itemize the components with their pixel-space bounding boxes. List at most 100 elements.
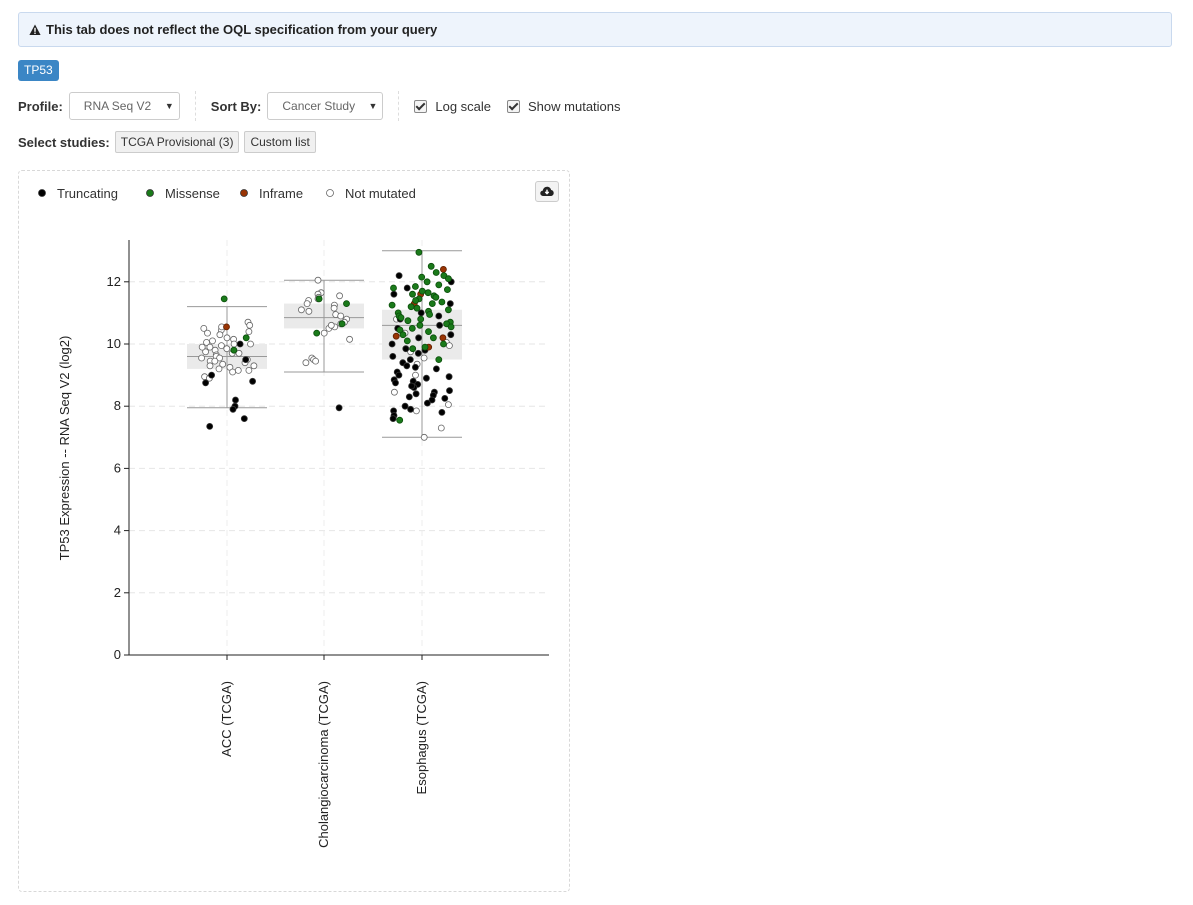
data-point-not-mutated <box>437 424 445 432</box>
alert-text: This tab does not reflect the OQL specif… <box>46 22 438 37</box>
data-point-truncating <box>436 321 444 329</box>
data-point-not-mutated <box>215 365 223 373</box>
data-point-truncating <box>403 284 411 292</box>
toolbar-divider <box>398 91 400 121</box>
data-point-not-mutated <box>230 340 238 348</box>
legend-marker <box>240 189 248 197</box>
data-point-not-mutated <box>200 324 208 332</box>
select-studies-label: Select studies: <box>18 134 110 150</box>
chevron-down-icon: ▼ <box>164 101 174 111</box>
data-point-not-mutated <box>250 362 258 370</box>
data-point-missense <box>343 300 350 308</box>
data-point-truncating <box>208 371 216 379</box>
y-tick-label: 10 <box>107 336 121 351</box>
data-point-truncating <box>408 382 416 390</box>
data-point-not-mutated <box>206 362 214 370</box>
y-tick-label: 6 <box>114 460 121 475</box>
sort-by-select[interactable]: Cancer Study ▼ <box>267 92 384 120</box>
data-point-truncating <box>202 379 210 387</box>
custom-list-button[interactable]: Custom list <box>244 131 316 153</box>
show-mutations-checkbox[interactable]: Show mutations <box>507 99 621 114</box>
select-studies-row: Select studies: TCGA Provisional (3) Cus… <box>18 131 321 153</box>
data-point-missense <box>425 328 432 336</box>
data-point-missense <box>429 334 437 342</box>
data-point-truncating <box>390 290 398 298</box>
data-point-missense <box>230 346 238 354</box>
plot-toolbar: Profile: RNA Seq V2 ▼ Sort By: Cancer St… <box>18 91 637 121</box>
data-point-missense <box>416 321 424 329</box>
data-point-not-mutated <box>245 366 253 374</box>
data-point-missense <box>413 304 421 312</box>
data-point-not-mutated <box>203 338 210 346</box>
axes: 0 2 4 6 8 10 12 ACC (TCGA) Cholangiocarcinoma (T… <box>107 240 549 848</box>
data-point-not-mutated <box>327 321 335 329</box>
data-point-missense <box>407 303 415 311</box>
legend: Truncating Missense Inframe Not mutated <box>38 186 416 201</box>
data-point-not-mutated <box>198 343 206 351</box>
data-point-missense <box>411 283 419 290</box>
sort-select-value: Cancer Study <box>282 99 356 113</box>
profile-select[interactable]: RNA Seq V2 ▼ <box>68 92 180 120</box>
data-point-truncating <box>395 272 403 280</box>
data-point-missense <box>423 278 431 286</box>
data-point-missense <box>426 311 434 318</box>
data-point-not-mutated <box>219 360 227 368</box>
data-point-missense <box>338 320 346 328</box>
data-point-truncating <box>407 405 415 413</box>
data-point-not-mutated <box>216 354 224 362</box>
plot-panel <box>18 170 570 892</box>
data-point-missense <box>396 326 404 334</box>
data-point-not-mutated <box>202 348 210 356</box>
data-point-truncating <box>406 356 414 364</box>
data-point-not-mutated <box>420 354 428 362</box>
data-point-missense <box>435 356 443 364</box>
data-point-inframe <box>439 334 447 342</box>
profile-select-value: RNA Seq V2 <box>83 99 152 113</box>
log-scale-checkbox[interactable]: Log scale <box>414 99 491 114</box>
tcga-provisional-button[interactable]: TCGA Provisional (3) <box>114 131 240 153</box>
download-button[interactable] <box>535 181 559 202</box>
data-point-not-mutated <box>206 343 214 351</box>
data-point-missense <box>396 416 404 424</box>
data-point-not-mutated <box>229 368 237 376</box>
data-point-missense <box>404 317 412 325</box>
warning-icon <box>29 24 41 35</box>
data-point-missense <box>388 301 396 309</box>
data-point-truncating <box>236 340 244 348</box>
data-point-truncating <box>240 415 248 423</box>
data-point-truncating <box>422 374 430 382</box>
gene-tab-tp53[interactable]: TP53 <box>18 60 59 81</box>
data-point-not-mutated <box>223 345 231 353</box>
y-tick-label: 2 <box>114 585 121 600</box>
data-point-truncating <box>414 349 422 357</box>
data-point-not-mutated <box>320 329 328 337</box>
y-axis-label: TP53 Expression -- RNA Seq V2 (log2) <box>57 336 72 561</box>
data-points <box>198 248 455 441</box>
data-point-missense <box>315 295 323 303</box>
data-point-not-mutated <box>412 371 419 379</box>
x-tick-label: Cholangiocarcinoma (TCGA) <box>316 681 331 848</box>
data-point-truncating <box>415 334 423 342</box>
data-point-missense <box>428 300 436 308</box>
data-point-truncating <box>445 373 453 381</box>
data-point-truncating <box>405 393 413 401</box>
data-point-missense <box>432 293 440 301</box>
data-point-truncating <box>389 415 397 423</box>
data-point-not-mutated <box>303 300 311 308</box>
data-point-missense <box>447 323 455 331</box>
data-point-not-mutated <box>330 304 338 312</box>
data-point-missense <box>438 298 446 306</box>
data-point-truncating <box>441 394 449 402</box>
legend-label: Inframe <box>259 186 303 201</box>
data-point-not-mutated <box>297 306 305 314</box>
data-point-not-mutated <box>346 335 354 343</box>
data-point-missense <box>432 269 440 276</box>
data-point-not-mutated <box>209 337 216 345</box>
data-point-missense <box>403 337 411 345</box>
data-point-truncating <box>446 300 454 308</box>
y-tick-label: 0 <box>114 647 121 662</box>
x-tick-label: Esophagus (TCGA) <box>414 681 429 794</box>
data-point-truncating <box>412 390 420 398</box>
data-point-missense <box>242 334 250 342</box>
data-point-missense <box>421 343 429 351</box>
